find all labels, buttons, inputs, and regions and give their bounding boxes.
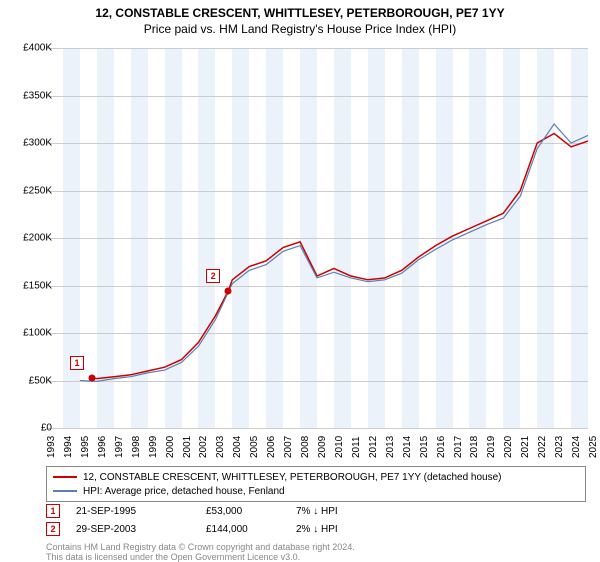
legend-label: 12, CONSTABLE CRESCENT, WHITTLESEY, PETE… — [83, 472, 501, 483]
y-tick-label: £350K — [8, 90, 52, 101]
x-tick-label: 2024 — [571, 436, 582, 458]
x-tick-label: 2015 — [419, 436, 430, 458]
x-tick-label: 2023 — [554, 436, 565, 458]
legend-item: 12, CONSTABLE CRESCENT, WHITTLESEY, PETE… — [53, 470, 579, 484]
x-tick-label: 2004 — [232, 436, 243, 458]
x-tick-label: 2005 — [249, 436, 260, 458]
annotation-marker: 2 — [46, 522, 60, 536]
y-tick-label: £100K — [8, 328, 52, 339]
annotation-delta: 7% ↓ HPI — [296, 506, 376, 517]
marker-dot — [225, 288, 232, 295]
annotation-delta: 2% ↓ HPI — [296, 524, 376, 535]
x-tick-label: 2014 — [402, 436, 413, 458]
marker-box: 2 — [206, 269, 220, 283]
x-tick-label: 1998 — [131, 436, 142, 458]
annotation-price: £144,000 — [206, 524, 296, 535]
x-tick-label: 2008 — [300, 436, 311, 458]
y-tick-label: £200K — [8, 233, 52, 244]
marker-dot — [89, 374, 96, 381]
x-tick-label: 2020 — [503, 436, 514, 458]
x-tick-label: 2000 — [165, 436, 176, 458]
x-tick-label: 2011 — [351, 436, 362, 458]
annotation-date: 21-SEP-1995 — [76, 506, 206, 517]
chart-title-line2: Price paid vs. HM Land Registry's House … — [0, 20, 600, 36]
annotation-price: £53,000 — [206, 506, 296, 517]
y-tick-label: £0 — [8, 423, 52, 434]
y-tick-label: £50K — [8, 375, 52, 386]
x-tick-label: 2016 — [436, 436, 447, 458]
legend-label: HPI: Average price, detached house, Fenl… — [83, 486, 285, 497]
x-tick-label: 1994 — [63, 436, 74, 458]
x-tick-label: 2001 — [182, 436, 193, 458]
x-tick-label: 2006 — [266, 436, 277, 458]
line-series-svg — [46, 48, 588, 428]
legend-swatch — [53, 490, 77, 492]
footer-line1: Contains HM Land Registry data © Crown c… — [46, 542, 355, 552]
annotation-row: 2 29-SEP-2003£144,0002% ↓ HPI — [46, 522, 376, 536]
plot-area: 12 — [46, 48, 588, 428]
legend-swatch — [53, 476, 77, 478]
x-tick-label: 1995 — [80, 436, 91, 458]
annotation-date: 29-SEP-2003 — [76, 524, 206, 535]
annotation-row: 1 21-SEP-1995£53,0007% ↓ HPI — [46, 504, 376, 518]
x-tick-label: 2010 — [334, 436, 345, 458]
x-tick-label: 2009 — [317, 436, 328, 458]
series-line — [80, 124, 588, 381]
x-tick-label: 2012 — [368, 436, 379, 458]
marker-box: 1 — [70, 356, 84, 370]
x-tick-label: 2022 — [537, 436, 548, 458]
x-tick-label: 2017 — [453, 436, 464, 458]
x-tick-label: 2003 — [215, 436, 226, 458]
x-tick-label: 1996 — [97, 436, 108, 458]
y-tick-label: £400K — [8, 43, 52, 54]
chart-title-line1: 12, CONSTABLE CRESCENT, WHITTLESEY, PETE… — [0, 0, 600, 20]
x-tick-label: 2007 — [283, 436, 294, 458]
series-line — [92, 134, 588, 379]
x-tick-label: 1993 — [46, 436, 57, 458]
chart-container: 12, CONSTABLE CRESCENT, WHITTLESEY, PETE… — [0, 0, 600, 560]
x-tick-label: 1997 — [114, 436, 125, 458]
annotation-marker: 1 — [46, 504, 60, 518]
x-tick-label: 2021 — [520, 436, 531, 458]
x-tick-label: 2025 — [588, 436, 599, 458]
x-tick-label: 2013 — [385, 436, 396, 458]
x-tick-label: 2018 — [469, 436, 480, 458]
x-tick-label: 2002 — [198, 436, 209, 458]
x-tick-label: 2019 — [486, 436, 497, 458]
legend-item: HPI: Average price, detached house, Fenl… — [53, 484, 579, 498]
y-tick-label: £300K — [8, 138, 52, 149]
footer-line2: This data is licensed under the Open Gov… — [46, 552, 300, 562]
legend-box: 12, CONSTABLE CRESCENT, WHITTLESEY, PETE… — [46, 466, 586, 502]
y-tick-label: £150K — [8, 280, 52, 291]
y-tick-label: £250K — [8, 185, 52, 196]
x-tick-label: 1999 — [148, 436, 159, 458]
